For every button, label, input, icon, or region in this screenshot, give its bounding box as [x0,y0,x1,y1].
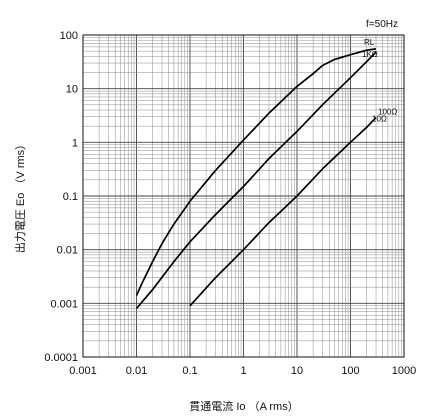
x-tick-label: 1000 [392,365,416,377]
x-tick-labels: 0.001 0.01 0.1 1 10 100 1000 [69,365,416,377]
y-tick-label: 0.1 [63,191,78,203]
x-tick-label: 0.1 [182,365,197,377]
y-tick-labels: 0.0001 0.001 0.01 0.1 1 10 100 [44,30,78,364]
x-tick-label: 0.001 [69,365,97,377]
series-line-1kohm [135,51,377,310]
series-label-100ohm: 100Ω [378,108,397,117]
y-tick-label: 0.01 [57,245,78,257]
y-tick-label: 10 [66,84,78,96]
x-tick-label: 0.01 [126,365,147,377]
x-tick-label: 100 [341,365,359,377]
chart-grid [82,35,404,358]
series-lines [135,48,377,310]
series-line-rl [135,48,377,296]
y-tick-label: 0.0001 [44,352,78,364]
series-line-100ohm [189,116,377,307]
y-tick-label: 100 [60,30,78,42]
x-tick-label: 1 [240,365,246,377]
series-label-10ohm: 10Ω [372,115,387,124]
x-tick-label: 10 [291,365,303,377]
plot-frame [82,34,405,358]
frequency-annotation: f=50Hz [366,19,398,30]
y-axis-title: 出力電圧 Eo （V rms） [13,139,27,253]
y-tick-label: 0.001 [50,298,78,310]
series-label-1kohm: 1KΩ [362,50,378,59]
y-tick-label: 1 [72,137,78,149]
series-label-rl: RL [364,38,375,47]
x-axis-title: 貫通電流 Io （A rms） [189,399,298,413]
